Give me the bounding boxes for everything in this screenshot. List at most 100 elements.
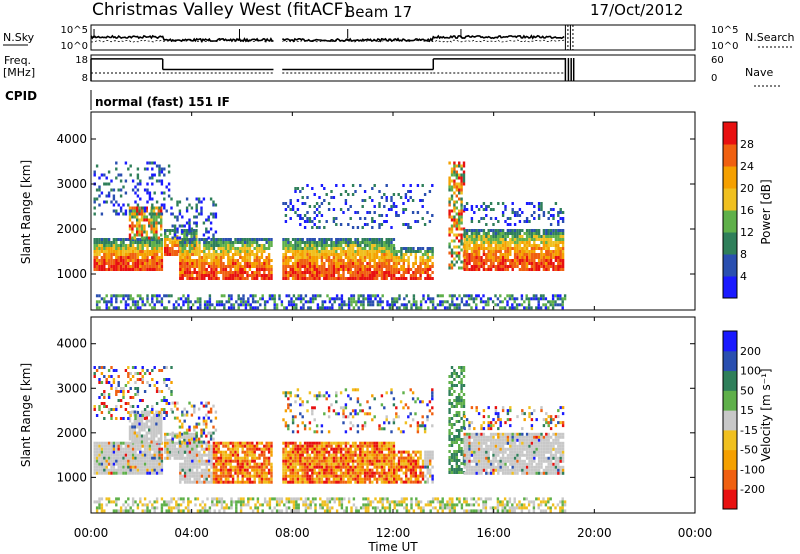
heatmap-cell: [271, 294, 274, 298]
heatmap-cell: [151, 197, 154, 201]
heatmap-cell: [516, 238, 519, 241]
heatmap-cell: [258, 244, 261, 247]
heatmap-cell: [127, 471, 130, 475]
heatmap-cell: [173, 230, 177, 234]
heatmap-cell: [301, 265, 304, 268]
heatmap-cell: [411, 211, 415, 214]
heatmap-cell: [127, 450, 130, 454]
heatmap-cell: [477, 247, 481, 250]
heatmap-cell: [153, 191, 156, 195]
heatmap-cell: [287, 265, 290, 268]
heatmap-cell: [224, 265, 228, 268]
heatmap-cell: [103, 450, 106, 454]
heatmap-cell: [210, 447, 213, 451]
heatmap-cell: [181, 468, 184, 472]
heatmap-cell: [448, 266, 451, 270]
heatmap-cell: [192, 247, 196, 250]
heatmap-cell: [299, 297, 303, 301]
heatmap-cell: [136, 372, 140, 375]
heatmap-cell: [294, 250, 297, 253]
heatmap-cell: [308, 256, 312, 259]
heatmap-cell: [234, 480, 237, 484]
heatmap-cell: [122, 247, 125, 250]
heatmap-cell: [291, 271, 295, 274]
heatmap-cell: [112, 259, 116, 262]
heatmap-cell: [260, 250, 264, 253]
heatmap-cell: [518, 303, 521, 307]
heatmap-cell: [160, 170, 164, 174]
heatmap-cell: [463, 256, 466, 259]
heatmap-cell: [148, 456, 152, 460]
heatmap-cell: [426, 259, 429, 262]
heatmap-cell: [375, 241, 379, 244]
heatmap-cell: [164, 435, 167, 439]
heatmap-cell: [412, 274, 415, 277]
heatmap-cell: [236, 262, 240, 265]
heatmap-cell: [248, 274, 252, 277]
heatmap-cell: [148, 462, 152, 466]
heatmap-cell: [371, 300, 375, 304]
heatmap-cell: [134, 468, 137, 472]
heatmap-cell: [217, 459, 220, 463]
heatmap-cell: [172, 306, 176, 310]
heatmap-cell: [148, 447, 152, 451]
heatmap-cell: [405, 277, 408, 280]
heatmap-cell: [179, 271, 182, 274]
heatmap-cell: [325, 274, 328, 277]
heatmap-cell: [368, 271, 372, 274]
heatmap-cell: [407, 256, 410, 259]
heatmap-cell: [419, 247, 422, 250]
heatmap-cell: [313, 205, 316, 208]
heatmap-cell: [506, 232, 510, 235]
heatmap-cell: [110, 459, 113, 463]
heatmap-cell: [224, 244, 228, 247]
heatmap-cell: [319, 306, 322, 310]
heatmap-cell: [248, 441, 252, 445]
heatmap-cell: [195, 235, 198, 238]
heatmap-cell: [258, 271, 261, 274]
heatmap-cell: [214, 416, 218, 420]
heatmap-cell: [183, 259, 187, 262]
heatmap-cell: [143, 188, 147, 192]
heatmap-cell: [427, 294, 430, 298]
heatmap-cell: [155, 200, 159, 204]
heatmap-cell: [122, 241, 125, 244]
heatmap-cell: [426, 271, 429, 274]
heatmap-cell: [339, 241, 343, 244]
heatmap-cell: [473, 247, 476, 250]
heatmap-cell: [253, 259, 256, 262]
heatmap-cell: [458, 185, 461, 189]
heatmap-cell: [246, 471, 249, 475]
heatmap-cell: [287, 303, 291, 307]
heatmap-cell: [205, 274, 208, 277]
heatmap-cell: [332, 268, 336, 271]
heatmap-cell: [93, 173, 96, 177]
heatmap-cell: [127, 268, 130, 271]
heatmap-cell: [128, 416, 132, 420]
heatmap-cell: [489, 229, 493, 232]
heatmap-cell: [368, 247, 372, 250]
heatmap-cell: [143, 417, 147, 420]
heatmap-cell: [337, 274, 340, 277]
heatmap-cell: [455, 188, 458, 192]
heatmap-cell: [223, 303, 226, 307]
heatmap-cell: [218, 303, 221, 307]
heatmap-cell: [136, 241, 140, 244]
heatmap-cell: [175, 306, 178, 310]
heatmap-cell: [385, 214, 388, 217]
heatmap-cell: [181, 271, 184, 274]
heatmap-cell: [283, 306, 286, 310]
heatmap-cell: [157, 416, 160, 420]
noise-panel-frame: [90, 24, 696, 51]
heatmap-cell: [215, 253, 218, 256]
heatmap-cell: [179, 444, 182, 448]
heatmap-cell: [160, 233, 163, 237]
heatmap-cell: [119, 462, 123, 466]
heatmap-cell: [115, 456, 118, 460]
heatmap-cell: [289, 441, 292, 445]
heatmap-cell: [200, 271, 204, 274]
heatmap-cell: [155, 456, 159, 460]
heatmap-cell: [506, 235, 510, 238]
heatmap-cell: [219, 268, 223, 271]
heatmap-cell: [243, 247, 247, 250]
